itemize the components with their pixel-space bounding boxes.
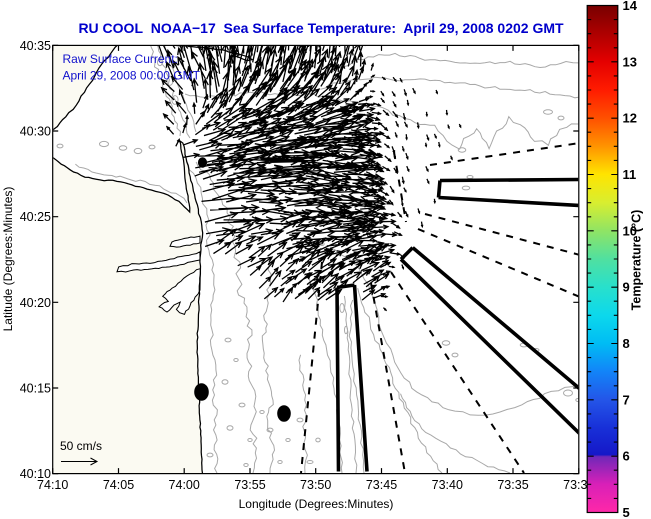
svg-text:5: 5	[623, 505, 630, 519]
svg-text:74:00: 74:00	[169, 478, 200, 492]
svg-text:74:10: 74:10	[37, 478, 68, 492]
svg-text:50 cm/s: 50 cm/s	[60, 439, 102, 453]
svg-text:40:30: 40:30	[20, 125, 51, 139]
svg-text:74:05: 74:05	[103, 478, 134, 492]
svg-text:40:20: 40:20	[20, 296, 51, 310]
svg-text:73:55: 73:55	[234, 478, 265, 492]
svg-text:6: 6	[623, 449, 630, 464]
svg-text:73:40: 73:40	[432, 478, 463, 492]
svg-text:73:35: 73:35	[497, 478, 528, 492]
svg-text:8: 8	[623, 336, 630, 351]
svg-text:73:50: 73:50	[300, 478, 331, 492]
svg-text:Longitude (Degrees:Minutes): Longitude (Degrees:Minutes)	[239, 497, 394, 511]
svg-text:9: 9	[623, 280, 630, 295]
svg-text:40:25: 40:25	[20, 210, 51, 224]
svg-text:Latitude (Degrees:Minutes): Latitude (Degrees:Minutes)	[1, 187, 15, 332]
svg-text:Temperature (°C): Temperature (°C)	[630, 210, 644, 311]
svg-text:12: 12	[623, 111, 637, 126]
svg-text:14: 14	[623, 0, 638, 13]
svg-text:40:15: 40:15	[20, 382, 51, 396]
svg-text:73:45: 73:45	[366, 478, 397, 492]
svg-text:40:35: 40:35	[20, 39, 51, 53]
svg-text:RU COOL NOAA−17 Sea Surface: RU COOL NOAA−17 Sea Surface Temperature:…	[78, 20, 564, 36]
svg-text:40:10: 40:10	[20, 467, 51, 481]
svg-text:11: 11	[623, 167, 637, 182]
svg-text:April 29, 2008 00:00 GMT: April 29, 2008 00:00 GMT	[63, 69, 201, 83]
svg-text:13: 13	[623, 54, 637, 69]
svg-text:10: 10	[623, 223, 637, 238]
svg-text:Raw Surface Current:: Raw Surface Current:	[63, 52, 178, 66]
svg-text:7: 7	[623, 392, 630, 407]
